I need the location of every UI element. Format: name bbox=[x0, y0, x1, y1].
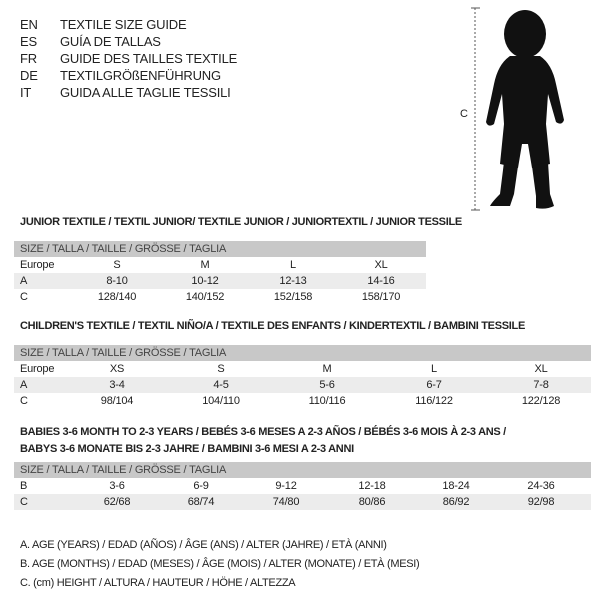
cell: 18-24 bbox=[442, 480, 470, 492]
cell: 74/80 bbox=[272, 496, 300, 508]
babies-title-line1: BABIES 3-6 MONTH TO 2-3 YEARS / BEBÉS 3-… bbox=[20, 426, 506, 438]
cell: 14-16 bbox=[367, 275, 395, 287]
cell: XL bbox=[374, 259, 388, 271]
cell: M bbox=[322, 363, 332, 375]
table-row: B 3-6 6-9 9-12 12-18 18-24 24-36 bbox=[20, 480, 555, 492]
cell: 4-5 bbox=[213, 379, 229, 391]
cell: 68/74 bbox=[187, 496, 215, 508]
cell: S bbox=[217, 363, 225, 375]
cell: 8-10 bbox=[106, 275, 128, 287]
cell: 3-4 bbox=[109, 379, 125, 391]
cell: 6-9 bbox=[193, 480, 209, 492]
cell: 7-8 bbox=[533, 379, 549, 391]
cell: 122/128 bbox=[521, 395, 561, 407]
cell: 92/98 bbox=[527, 496, 555, 508]
lang-es: ES GUÍA DE TALLAS bbox=[20, 34, 161, 49]
cell: 110/116 bbox=[308, 395, 346, 407]
cell: 140/152 bbox=[185, 291, 225, 303]
child-silhouette-icon bbox=[471, 7, 564, 211]
cell: 98/104 bbox=[100, 395, 134, 407]
table-row: C 98/104 104/110 110/116 116/122 122/128 bbox=[20, 395, 561, 407]
junior-title: JUNIOR TEXTILE / TEXTIL JUNIOR/ TEXTILE … bbox=[20, 216, 462, 228]
cell: 80/86 bbox=[358, 496, 386, 508]
cell: 9-12 bbox=[275, 480, 297, 492]
cell: 158/170 bbox=[361, 291, 401, 303]
legend: A. AGE (YEARS) / EDAD (AÑOS) / ÂGE (ANS)… bbox=[20, 536, 420, 593]
lang-de: DE TEXTILGRÖßENFÜHRUNG bbox=[20, 68, 221, 83]
cell: L bbox=[431, 363, 437, 375]
cell: 116/122 bbox=[415, 395, 453, 407]
cell: XL bbox=[534, 363, 548, 375]
cell: 10-12 bbox=[191, 275, 219, 287]
table-header: SIZE / TALLA / TAILLE / GRÖSSE / TAGLIA bbox=[14, 462, 591, 478]
legend-b: B. AGE (MONTHS) / EDAD (MESES) / ÂGE (MO… bbox=[20, 558, 420, 570]
table-header: SIZE / TALLA / TAILLE / GRÖSSE / TAGLIA bbox=[14, 345, 591, 361]
table-row: Europe XS S M L XL bbox=[20, 363, 548, 375]
height-label: C bbox=[460, 108, 468, 120]
table-row: C 62/68 68/74 74/80 80/86 86/92 92/98 bbox=[14, 494, 591, 510]
table-header: SIZE / TALLA / TAILLE / GRÖSSE / TAGLIA bbox=[14, 241, 426, 257]
lang-it: IT GUIDA ALLE TAGLIE TESSILI bbox=[20, 85, 231, 100]
cell: 62/68 bbox=[103, 496, 131, 508]
cell: L bbox=[290, 259, 296, 271]
table-row: A 8-10 10-12 12-13 14-16 bbox=[14, 273, 426, 289]
table-row: A 3-4 4-5 5-6 6-7 7-8 bbox=[14, 377, 591, 393]
legend-a: A. AGE (YEARS) / EDAD (AÑOS) / ÂGE (ANS)… bbox=[20, 539, 387, 551]
cell: 86/92 bbox=[442, 496, 470, 508]
cell: 3-6 bbox=[109, 480, 125, 492]
table-row: C 128/140 140/152 152/158 158/170 bbox=[20, 291, 401, 303]
lang-fr: FR GUIDE DES TAILLES TEXTILE bbox=[20, 51, 238, 66]
cell: 128/140 bbox=[97, 291, 137, 303]
babies-size-table: SIZE / TALLA / TAILLE / GRÖSSE / TAGLIA … bbox=[14, 462, 591, 510]
cell: 104/110 bbox=[202, 395, 240, 407]
cell: S bbox=[113, 259, 121, 271]
lang-en: EN TEXTILE SIZE GUIDE bbox=[20, 17, 187, 32]
legend-c: C. (cm) HEIGHT / ALTURA / HAUTEUR / HÖHE… bbox=[20, 577, 296, 589]
junior-size-table: SIZE / TALLA / TAILLE / GRÖSSE / TAGLIA … bbox=[14, 241, 426, 305]
table-row: Europe S M L XL bbox=[20, 259, 388, 271]
cell: M bbox=[200, 259, 210, 271]
cell: 152/158 bbox=[273, 291, 313, 303]
cell: XS bbox=[109, 363, 125, 375]
cell: 5-6 bbox=[319, 379, 335, 391]
children-title: CHILDREN'S TEXTILE / TEXTIL NIÑO/A / TEX… bbox=[20, 320, 525, 332]
cell: 6-7 bbox=[426, 379, 442, 391]
cell: 12-18 bbox=[358, 480, 386, 492]
cell: 12-13 bbox=[279, 275, 307, 287]
cell: 24-36 bbox=[527, 480, 555, 492]
children-size-table: SIZE / TALLA / TAILLE / GRÖSSE / TAGLIA … bbox=[14, 345, 591, 409]
babies-title-line2: BABYS 3-6 MONATE BIS 2-3 JAHRE / BAMBINI… bbox=[20, 443, 354, 455]
